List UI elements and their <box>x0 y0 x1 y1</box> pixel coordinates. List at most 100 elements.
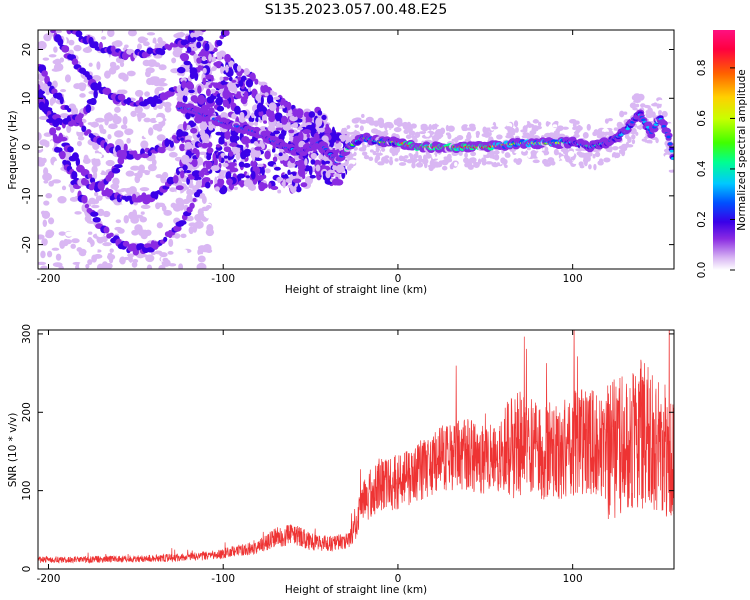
heatmap-cell <box>467 131 472 138</box>
heatmap-cell <box>156 202 166 208</box>
heatmap-cell <box>254 157 263 162</box>
heatmap-cell <box>92 141 100 151</box>
heatmap-cell <box>117 156 125 165</box>
heatmap-cell <box>191 122 197 127</box>
heatmap-cell <box>393 119 399 126</box>
heatmap-cell <box>155 116 163 122</box>
heatmap-cell <box>257 81 262 85</box>
heatmap-cell <box>583 155 591 162</box>
heatmap-cell <box>167 250 174 255</box>
heatmap-cell <box>210 82 217 86</box>
heatmap-cell <box>103 265 111 269</box>
heatmap-cell <box>572 126 577 131</box>
heatmap-cell <box>363 154 370 160</box>
heatmap-cell <box>308 165 313 176</box>
heatmap-cell <box>187 215 194 221</box>
heatmap-cell <box>644 139 648 143</box>
heatmap-cell <box>103 60 111 68</box>
heatmap-cell <box>485 161 494 165</box>
spectrogram-y-tick-label: 20 <box>21 43 33 56</box>
heatmap-cell <box>227 155 232 161</box>
heatmap-cell <box>420 125 425 131</box>
heatmap-cell <box>87 231 93 235</box>
heatmap-cell <box>68 39 75 46</box>
heatmap-cell <box>93 41 99 49</box>
heatmap-cell <box>258 181 266 192</box>
heatmap-cell <box>197 85 202 94</box>
heatmap-cell <box>220 112 228 119</box>
heatmap-cell <box>418 155 423 160</box>
heatmap-cell <box>418 131 427 135</box>
snr-x-tick-label: -200 <box>37 573 61 585</box>
heatmap-cell <box>228 0 233 7</box>
heatmap-cell <box>666 135 671 139</box>
heatmap-cell <box>140 140 149 149</box>
snr-x-tick-label: 0 <box>395 573 402 585</box>
heatmap-cell <box>260 166 265 176</box>
heatmap-cell <box>72 261 81 265</box>
heatmap-cell <box>375 146 380 153</box>
heatmap-cell <box>139 216 148 223</box>
heatmap-cell <box>186 46 192 53</box>
heatmap-cell <box>304 158 308 166</box>
heatmap-cell <box>61 185 67 191</box>
heatmap-cell <box>94 30 102 36</box>
heatmap-cell <box>134 175 141 184</box>
heatmap-cell <box>89 97 97 106</box>
heatmap-cell <box>206 24 210 29</box>
heatmap-cell <box>105 188 114 198</box>
heatmap-cell <box>198 151 208 156</box>
heatmap-cell <box>56 147 63 152</box>
heatmap-cell <box>614 152 621 158</box>
snr-x-axis-label: Height of straight line (km) <box>285 584 427 596</box>
heatmap-cell <box>169 187 177 193</box>
heatmap-cell <box>415 150 419 157</box>
heatmap-cell <box>196 57 202 64</box>
heatmap-cell <box>156 79 165 84</box>
heatmap-cell <box>94 199 100 205</box>
heatmap-cell <box>178 201 185 211</box>
heatmap-cell <box>529 130 537 135</box>
heatmap-cell <box>273 130 281 135</box>
heatmap-cell <box>118 72 127 80</box>
heatmap-cell <box>117 93 126 101</box>
heatmap-cell <box>102 242 112 247</box>
heatmap-cell <box>211 16 216 23</box>
heatmap-cell <box>140 153 150 159</box>
heatmap-cell <box>35 0 44 8</box>
heatmap-cell <box>205 249 213 253</box>
heatmap-cell <box>205 188 213 192</box>
heatmap-cell <box>148 127 154 136</box>
heatmap-cell <box>92 216 101 223</box>
heatmap-cell <box>480 157 487 164</box>
heatmap-cell <box>310 159 316 165</box>
heatmap-cell <box>132 209 138 219</box>
heatmap-cell <box>141 170 151 174</box>
heatmap-cell <box>218 138 225 145</box>
heatmap-cell <box>61 45 70 53</box>
heatmap-cell <box>43 200 50 206</box>
heatmap-cell <box>94 150 99 154</box>
heatmap-cell <box>346 125 351 129</box>
heatmap-cell <box>204 181 211 189</box>
heatmap-cell <box>149 76 160 81</box>
heatmap-cell <box>263 120 268 124</box>
heatmap-cell <box>230 14 237 19</box>
heatmap-cell <box>75 30 83 38</box>
heatmap-cell <box>243 178 253 188</box>
snr-x-tick-label: -100 <box>211 573 235 585</box>
snr-y-tick-label: 0 <box>21 566 33 573</box>
heatmap-cell <box>88 62 93 67</box>
heatmap-cell <box>592 153 596 159</box>
heatmap-cell <box>530 150 537 157</box>
heatmap-cell <box>305 122 312 126</box>
heatmap-cell <box>111 41 120 47</box>
heatmap-cell <box>368 156 374 161</box>
heatmap-cell <box>44 15 48 22</box>
heatmap-cell <box>45 232 54 239</box>
heatmap-cell <box>93 89 98 99</box>
heatmap-cell <box>253 141 259 146</box>
heatmap-cell <box>445 132 451 136</box>
heatmap-cell <box>201 142 209 149</box>
